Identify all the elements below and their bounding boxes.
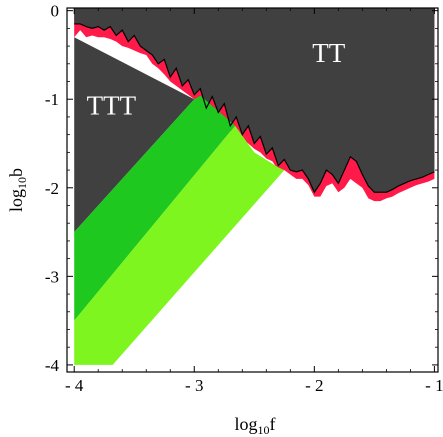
region-label-ttt: TTT	[87, 90, 137, 120]
y-axis-title: log10b	[6, 168, 29, 212]
region-label-tt: TT	[312, 38, 345, 68]
y-tick-label-3: -3	[45, 267, 59, 286]
y-tick-label-1: -1	[45, 90, 59, 109]
y-tick-label-0: 0	[51, 2, 60, 21]
x-axis-title: log10f	[234, 414, 275, 437]
y-axis-title-prefix: log	[6, 189, 26, 212]
plot-frame	[66, 7, 439, 373]
y-axis-title-subscript: 10	[15, 177, 29, 189]
y-axis-title-variable: b	[6, 168, 26, 177]
axis-ticks: - 4 - 3 - 2 - 1 0 -1 -2 -3 -4	[45, 2, 443, 395]
x-axis-title-prefix: log	[234, 414, 257, 434]
x-axis-title-subscript: 10	[258, 423, 270, 437]
x-tick-label-1: - 3	[185, 376, 203, 395]
x-tick-label-0: - 4	[65, 376, 84, 395]
y-tick-label-2: -2	[45, 179, 59, 198]
x-axis-title-variable: f	[270, 414, 276, 434]
frame-border	[66, 7, 439, 373]
y-tick-label-4: -4	[45, 356, 60, 375]
plot-area	[67, 8, 438, 372]
x-tick-label-3: - 1	[425, 376, 443, 395]
excluded-region	[74, 8, 435, 193]
green-band-2	[74, 125, 285, 365]
boundary-curve	[74, 23, 435, 194]
green-band-1	[74, 95, 236, 321]
x-tick-label-2: - 2	[305, 376, 323, 395]
ttt-region	[74, 37, 195, 233]
